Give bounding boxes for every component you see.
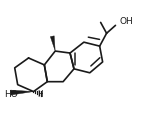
Text: HO: HO — [4, 89, 18, 98]
Polygon shape — [50, 36, 55, 52]
Text: OH: OH — [119, 17, 133, 26]
Polygon shape — [11, 90, 33, 95]
Text: H: H — [37, 89, 43, 98]
